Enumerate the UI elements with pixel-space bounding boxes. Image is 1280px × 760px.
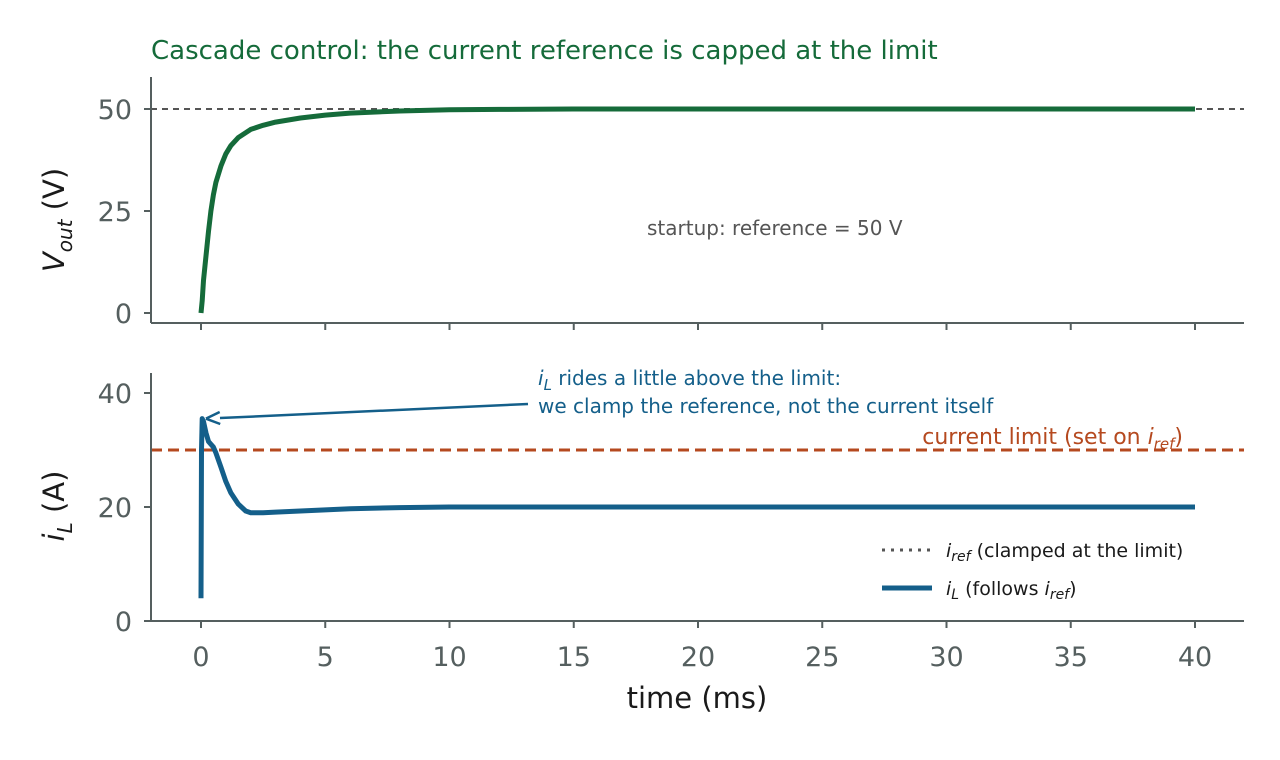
bottom-y-label-sub: L bbox=[53, 522, 77, 533]
bottom-y-label-var: i bbox=[37, 533, 71, 541]
x-tick-label: 40 bbox=[1178, 642, 1212, 673]
x-tick-label: 10 bbox=[432, 642, 466, 673]
bottom-panel: 0 20 40 0 5 10 15 20 25 30 35 40 current limit (set… bbox=[37, 366, 1244, 715]
bottom-y-tick-label: 40 bbox=[98, 379, 132, 410]
top-y-tick-label: 50 bbox=[98, 95, 132, 126]
top-series-group bbox=[198, 106, 1195, 314]
top-axes: 0 25 50 bbox=[98, 77, 1244, 330]
top-y-label-unit: (V) bbox=[37, 168, 71, 220]
bottom-y-tick-label: 0 bbox=[115, 607, 132, 638]
legend-il-var: i bbox=[946, 578, 952, 600]
limit-label-close: ) bbox=[1174, 425, 1183, 450]
top-panel: 0 25 50 startup: reference = 50 V Vout (V) bbox=[37, 77, 1244, 330]
vout-series-line bbox=[198, 106, 1195, 314]
x-tick-label: 20 bbox=[681, 642, 715, 673]
bottom-y-axis-label: iL (A) bbox=[37, 471, 77, 542]
bottom-y-tick-label: 20 bbox=[98, 493, 132, 524]
top-y-tick-label: 25 bbox=[98, 197, 132, 228]
legend-label-iref: iref (clamped at the limit) bbox=[946, 540, 1183, 565]
x-tick-label: 30 bbox=[929, 642, 963, 673]
legend: iref (clamped at the limit) iL (follows … bbox=[882, 540, 1183, 603]
callout-var: i bbox=[538, 366, 544, 390]
limit-label-main: current limit (set on bbox=[922, 425, 1147, 450]
x-tick-label: 25 bbox=[805, 642, 839, 673]
top-y-label-sub: out bbox=[53, 218, 77, 252]
callout-line-1: iL rides a little above the limit: bbox=[538, 366, 841, 394]
current-limit-label: current limit (set on iref) bbox=[922, 425, 1183, 453]
callout-text: rides a little above the limit: bbox=[552, 366, 841, 390]
top-y-tick-label: 0 bbox=[115, 299, 132, 330]
legend-il-var2: i bbox=[1045, 578, 1051, 600]
legend-label-il: iL (follows iref) bbox=[946, 578, 1077, 603]
legend-iref-var: i bbox=[946, 540, 952, 562]
top-y-axis-label: Vout (V) bbox=[37, 168, 77, 272]
callout-arrow-shaft bbox=[219, 402, 529, 420]
legend-il-close: ) bbox=[1069, 578, 1076, 600]
limit-label-sub: ref bbox=[1154, 435, 1177, 453]
x-tick-label: 0 bbox=[192, 642, 209, 673]
x-tick-label: 15 bbox=[557, 642, 591, 673]
bottom-y-label-unit: (A) bbox=[37, 471, 71, 523]
bottom-axes: 0 20 40 0 5 10 15 20 25 30 35 40 bbox=[98, 373, 1244, 673]
bottom-series-group bbox=[198, 416, 1195, 599]
il-series-line bbox=[198, 416, 1195, 599]
top-y-label-var: V bbox=[37, 250, 71, 272]
callout-arrow-head bbox=[205, 410, 221, 426]
legend-iref-text: (clamped at the limit) bbox=[971, 540, 1184, 562]
legend-il-sub2: ref bbox=[1050, 587, 1071, 603]
callout-line-2: we clamp the reference, not the current … bbox=[538, 394, 994, 418]
legend-il-sub: L bbox=[951, 587, 959, 603]
callout-arrow bbox=[205, 402, 529, 426]
chart-title: Cascade control: the current reference i… bbox=[151, 36, 938, 66]
limit-label-var: i bbox=[1148, 425, 1154, 450]
startup-annotation: startup: reference = 50 V bbox=[647, 216, 903, 240]
legend-iref-sub: ref bbox=[951, 549, 972, 565]
legend-il-text: (follows bbox=[959, 578, 1044, 600]
callout-sub: L bbox=[544, 376, 552, 394]
x-tick-label: 35 bbox=[1054, 642, 1088, 673]
x-tick-label: 5 bbox=[317, 642, 334, 673]
x-axis-label: time (ms) bbox=[627, 681, 768, 715]
